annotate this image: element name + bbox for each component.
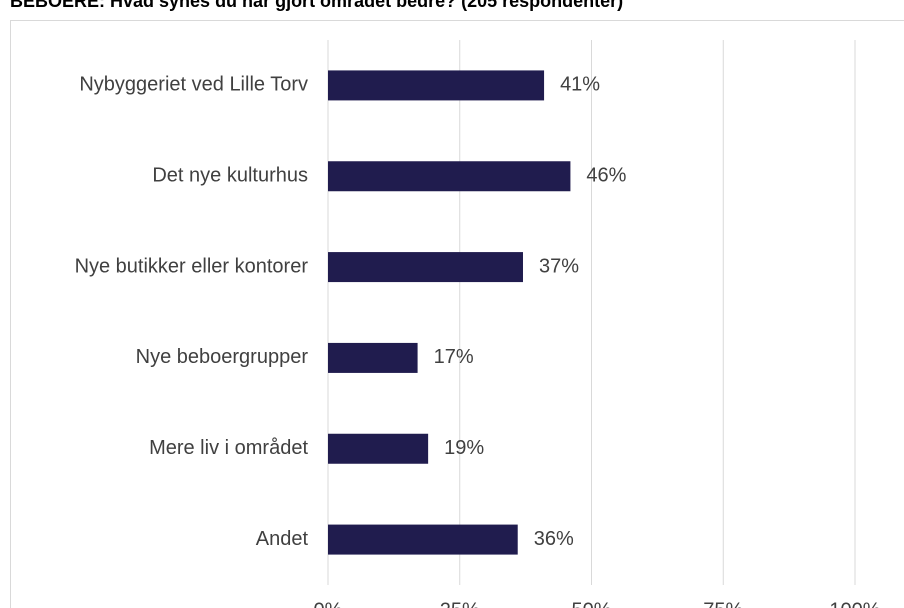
y-tick-label: Nye butikker eller kontorer (75, 255, 309, 277)
bar (328, 70, 545, 101)
bar (328, 161, 571, 192)
chart-title: BEBOERE: Hvad synes du har gjort området… (10, 0, 623, 11)
bar (328, 252, 523, 283)
chart-border (10, 20, 904, 608)
value-label: 17% (434, 346, 474, 368)
bar (328, 433, 429, 464)
value-label: 41% (560, 74, 600, 96)
value-label: 37% (539, 255, 579, 277)
x-tick-label: 100% (829, 599, 880, 608)
value-label: 46% (586, 165, 626, 187)
value-label: 36% (534, 528, 574, 550)
y-tick-label: Nye beboergrupper (136, 346, 309, 368)
x-tick-label: 0% (314, 599, 343, 608)
x-tick-label: 50% (571, 599, 611, 608)
y-tick-label: Mere liv i området (149, 437, 308, 459)
x-tick-label: 75% (703, 599, 743, 608)
y-tick-label: Det nye kulturhus (152, 165, 308, 187)
value-label: 19% (444, 437, 484, 459)
y-tick-label: Andet (256, 528, 309, 550)
x-tick-label: 25% (440, 599, 480, 608)
bar (328, 524, 518, 555)
bar (328, 342, 418, 373)
y-tick-label: Nybyggeriet ved Lille Torv (79, 74, 308, 96)
